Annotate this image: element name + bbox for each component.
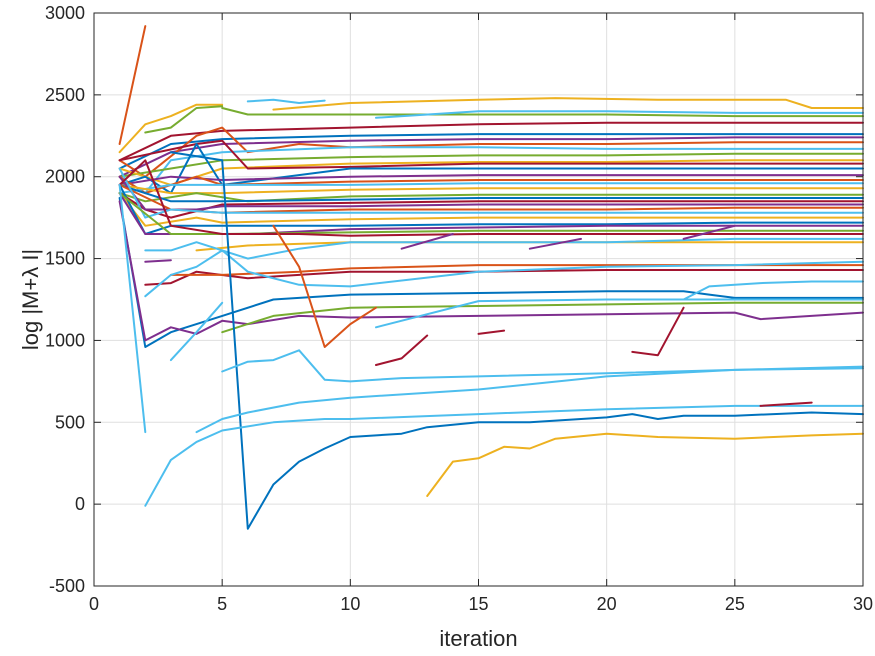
- x-axis-label: iteration: [439, 626, 517, 651]
- series-line-s4: [246, 98, 326, 104]
- series-line-s26: [118, 167, 864, 219]
- series-line-s9: [118, 133, 864, 170]
- x-tick-label: 5: [217, 594, 227, 614]
- series-line-s22: [118, 183, 864, 203]
- series-line-s20: [118, 183, 864, 195]
- series-line-s49: [375, 334, 429, 366]
- series-line-s38: [118, 200, 864, 342]
- series-line-s5: [272, 97, 864, 111]
- series-line-s40: [272, 224, 377, 348]
- x-tick-label: 25: [725, 594, 745, 614]
- y-tick-label: 2500: [45, 85, 85, 105]
- series-line-s16: [118, 143, 864, 195]
- series-line-s24: [118, 175, 864, 211]
- series-line-s39: [221, 301, 864, 334]
- series-line-s41: [375, 298, 864, 329]
- series-line-s13: [118, 152, 864, 178]
- series-line-s10: [118, 136, 864, 178]
- series-line-s52: [759, 401, 813, 407]
- y-tick-label: 1000: [45, 330, 85, 350]
- series-line-s51: [631, 306, 685, 357]
- series-line-s2: [118, 103, 224, 154]
- series-line-s1: [118, 25, 147, 145]
- series-line-s6: [221, 107, 864, 118]
- series-line-s29: [118, 192, 864, 235]
- data-series: [118, 25, 864, 530]
- series-line-s15: [118, 139, 864, 170]
- y-axis-label: log |M+λ I|: [18, 249, 43, 350]
- series-line-s37: [118, 197, 864, 348]
- series-line-s57: [682, 280, 864, 301]
- series-line-s42: [118, 183, 147, 434]
- x-tick-label: 15: [468, 594, 488, 614]
- x-tick-label: 20: [597, 594, 617, 614]
- series-line-s23: [118, 192, 864, 219]
- series-line-s19: [118, 182, 864, 195]
- y-tick-label: 0: [75, 494, 85, 514]
- series-line-s27: [118, 192, 864, 227]
- series-line-s48: [426, 432, 864, 497]
- series-line-s28: [118, 183, 864, 235]
- series-line-s3: [144, 105, 224, 134]
- y-tick-label: 3000: [45, 3, 85, 23]
- y-tick-label: 1500: [45, 249, 85, 269]
- series-line-s47: [144, 404, 864, 507]
- series-line-s50: [477, 329, 506, 335]
- x-tick-label: 0: [89, 594, 99, 614]
- y-tick-label: 500: [55, 412, 85, 432]
- series-line-s45: [221, 349, 864, 383]
- series-line-s46: [195, 365, 864, 434]
- series-line-s36: [144, 249, 864, 298]
- y-tick-label: 2000: [45, 167, 85, 187]
- series-line-s31: [118, 159, 864, 237]
- series-line-s11: [118, 126, 864, 178]
- series-line-s33: [144, 237, 864, 260]
- series-line-s7: [375, 110, 864, 119]
- series-line-s17: [118, 174, 864, 186]
- x-tick-label: 30: [853, 594, 873, 614]
- x-tick-label: 10: [340, 594, 360, 614]
- series-line-s55: [528, 237, 582, 250]
- y-tick-label: -500: [49, 576, 85, 596]
- series-line-s18: [118, 175, 864, 195]
- series-line-s44: [169, 151, 864, 530]
- series-line-s56: [682, 224, 736, 240]
- series-line-s43: [169, 301, 224, 362]
- series-line-s54: [400, 233, 454, 250]
- series-line-s53: [144, 259, 172, 263]
- series-line-s34: [144, 269, 864, 286]
- series-line-s8: [118, 121, 864, 162]
